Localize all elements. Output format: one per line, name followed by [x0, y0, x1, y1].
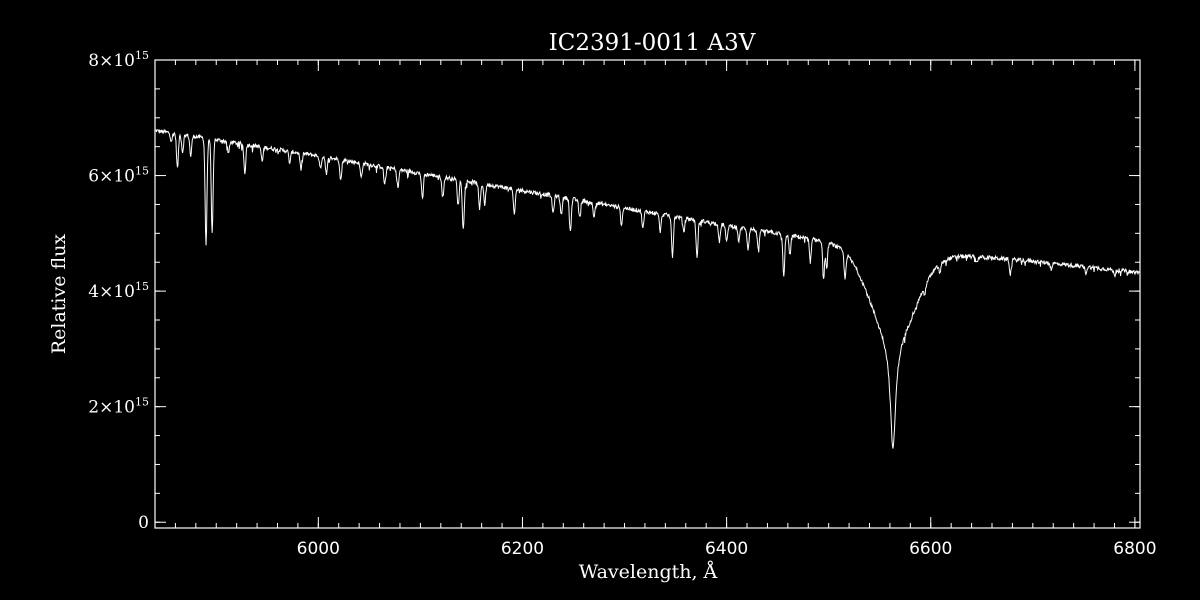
x-tick-labels: 6000 6200 6400 6600 6800 — [297, 539, 1157, 559]
spectrum-line — [154, 128, 1141, 449]
y-tick-label: 2×1015 — [88, 396, 149, 418]
y-tick-labels: 0 2×1015 4×1015 6×1015 8×1015 — [88, 49, 149, 533]
x-tick-label: 6800 — [1113, 539, 1156, 559]
y-tick-label: 8×1015 — [88, 49, 149, 71]
chart-title: IC2391-0011 A3V — [549, 30, 756, 56]
x-tick-label: 6400 — [705, 539, 748, 559]
x-tick-label: 6600 — [909, 539, 952, 559]
y-tick-label: 4×1015 — [88, 280, 149, 302]
minor-ticks — [154, 59, 1140, 528]
y-tick-label: 0 — [138, 513, 149, 533]
plot-frame — [154, 59, 1141, 529]
x-tick-label: 6200 — [501, 539, 544, 559]
major-ticks — [155, 59, 1140, 528]
x-tick-label: 6000 — [297, 539, 340, 559]
x-axis-label: Wavelength, Å — [579, 561, 718, 583]
y-axis-label: Relative flux — [48, 234, 70, 355]
y-tick-label: 6×1015 — [88, 165, 149, 187]
